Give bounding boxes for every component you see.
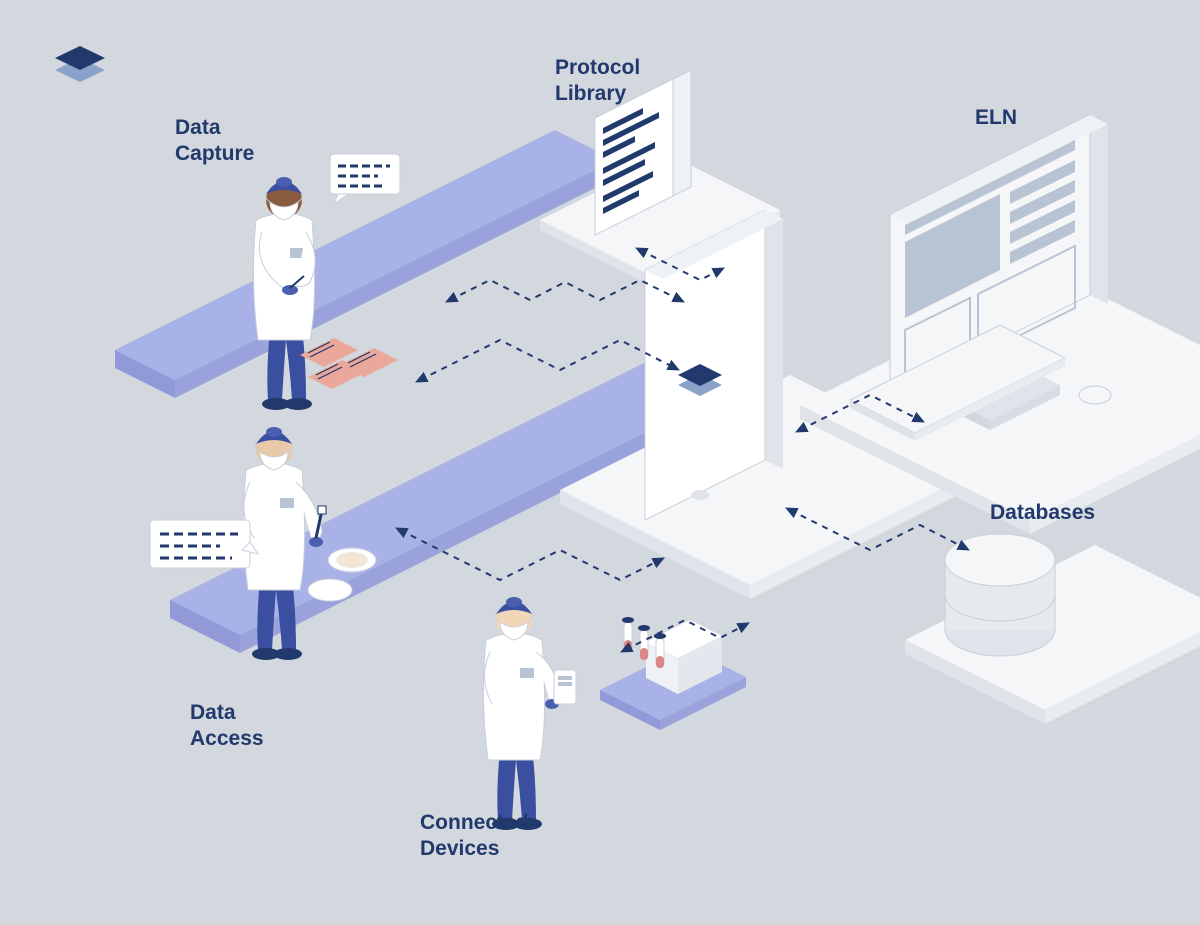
speech-bubble-icon — [330, 154, 400, 204]
label-protocol-library: Protocol Library — [555, 55, 640, 108]
label-data-access: Data Access — [190, 700, 264, 753]
database-icon — [945, 534, 1055, 656]
speech-bubble-icon — [150, 520, 258, 568]
brand-logo-icon — [55, 46, 105, 82]
sticky-notes-icon — [300, 338, 398, 389]
scientist-devices-icon — [483, 597, 576, 830]
label-connected-devices: Connected Devices — [420, 810, 529, 863]
label-data-capture: Data Capture — [175, 115, 254, 168]
label-databases: Databases — [990, 500, 1095, 526]
label-eln: ELN — [975, 105, 1017, 131]
scientist-capture-icon — [253, 177, 315, 410]
test-tubes-icon — [622, 617, 666, 668]
infographic-stage: Data Capture Protocol Library ELN Databa… — [0, 0, 1200, 925]
